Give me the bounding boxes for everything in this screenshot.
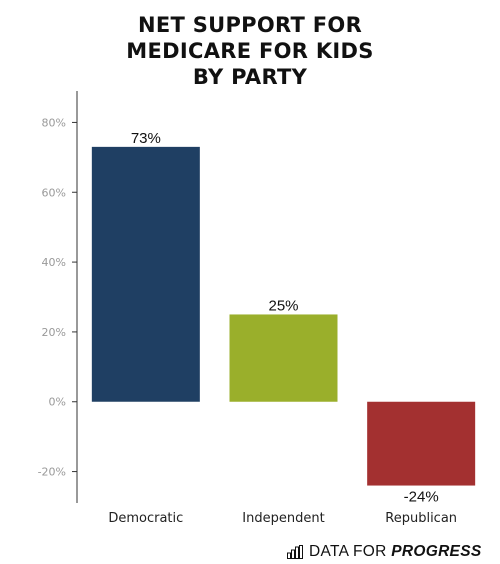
chart-title-line-1: NET SUPPORT FOR <box>137 13 363 37</box>
chart-title: NET SUPPORT FOR MEDICARE FOR KIDS BY PAR… <box>0 12 500 90</box>
y-tick-label: 20% <box>42 326 66 339</box>
y-tick-label: 0% <box>49 396 66 409</box>
x-tick-label: Republican <box>385 511 457 526</box>
y-tick-label: 40% <box>42 256 66 269</box>
y-tick-label: 80% <box>42 116 66 129</box>
x-tick-label: Independent <box>242 511 324 526</box>
bar <box>229 314 338 402</box>
data-label: 25% <box>268 297 298 314</box>
bar <box>367 401 476 486</box>
footer-logo: DATA FOR PROGRESS <box>287 542 481 562</box>
data-label: -24% <box>404 489 439 506</box>
brand-name-bold: PROGRESS <box>391 543 482 560</box>
x-tick-label: Democratic <box>108 511 183 526</box>
data-label: 73% <box>131 130 161 147</box>
y-tick-label: -20% <box>38 466 66 479</box>
brand-name: DATA FOR PROGRESS <box>309 543 481 561</box>
bar <box>91 146 200 402</box>
chart-title-line-3: BY PARTY <box>192 65 308 89</box>
y-tick-label: 60% <box>42 186 66 199</box>
brand-name-regular: DATA FOR <box>309 543 392 560</box>
bar-chart-logo-icon <box>287 545 303 559</box>
chart-title-line-2: MEDICARE FOR KIDS <box>126 39 374 63</box>
